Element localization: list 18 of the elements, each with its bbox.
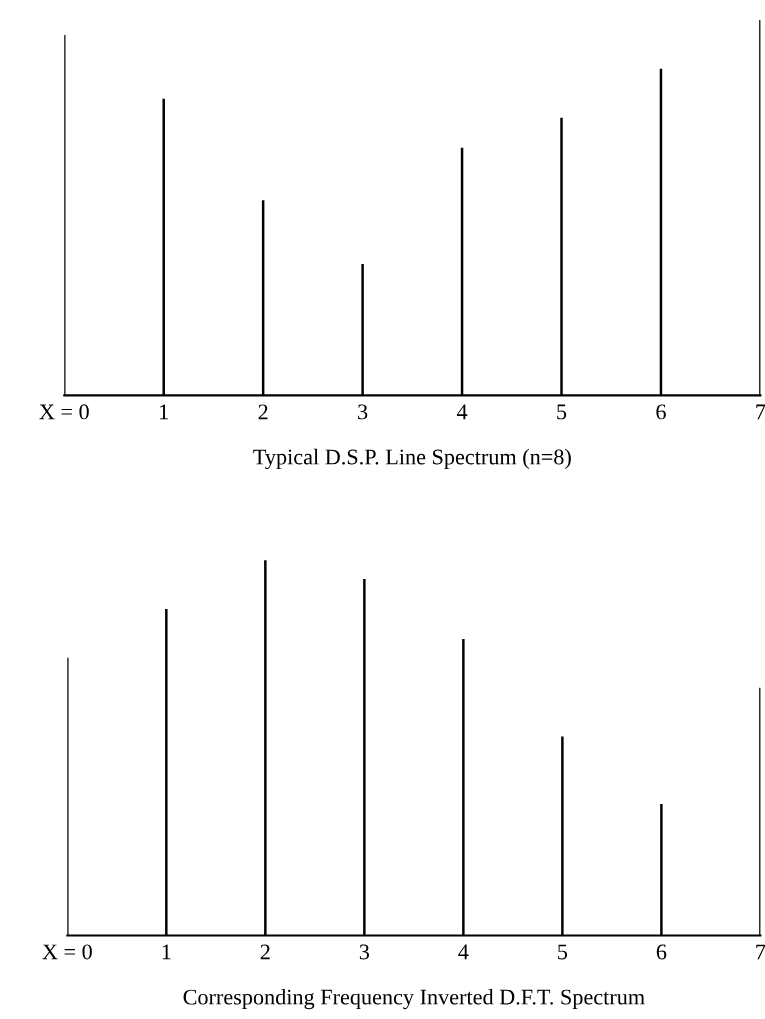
x-tick-label: 6 [656, 944, 667, 960]
x-tick-label: 2 [258, 404, 268, 420]
x-tick-label: 4 [456, 404, 468, 420]
x-tick-label: 5 [557, 404, 567, 420]
x-tick-label: 5 [558, 944, 568, 960]
x-tick-label: X = 0 [39, 404, 89, 420]
x-tick-label: 1 [160, 404, 168, 420]
x-tick-label: 2 [260, 944, 270, 960]
x-tick-label: 3 [359, 944, 370, 960]
x-tick-label: 3 [358, 404, 368, 420]
x-tick-label: 7 [756, 944, 765, 960]
x-tick-label: 4 [458, 944, 469, 960]
x-axis-title: Typical D.S.P. Line Spectrum (n=8) [253, 448, 571, 470]
x-axis-title: Corresponding Frequency Inverted D.F.T. Spectrum [183, 988, 645, 1010]
x-tick-label: 7 [756, 404, 765, 420]
x-tick-label: 6 [656, 404, 666, 420]
x-tick-label: 1 [162, 944, 171, 960]
x-tick-label: X = 0 [42, 944, 92, 960]
